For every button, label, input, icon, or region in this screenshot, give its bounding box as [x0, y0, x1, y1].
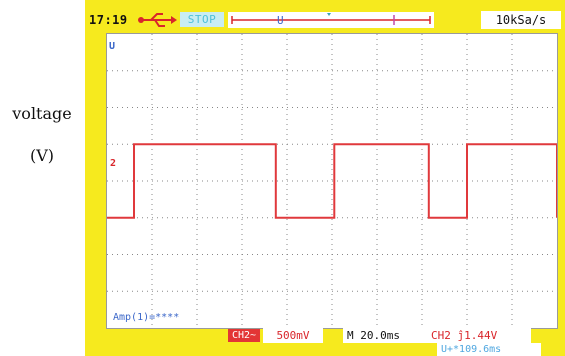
usb-icon [138, 13, 177, 27]
sample-rate-display: 10kSa/s [481, 11, 561, 29]
settings-bar: CH2~ 500mV M 20.0ms CH2 ĵ1.44V U+*109.6m… [85, 328, 565, 356]
waveform-plot [107, 34, 557, 328]
memory-position-bar[interactable]: U [228, 12, 434, 28]
y-axis-label-line1: voltage [12, 104, 72, 123]
run-state-badge[interactable]: STOP [180, 12, 224, 27]
waveform-screen: U 2 Amp(1)=**** [106, 33, 558, 329]
trigger-info[interactable]: CH2 ĵ1.44V [427, 328, 531, 343]
svg-text:U: U [277, 14, 284, 27]
clock-time: 17:19 [89, 13, 128, 27]
trigger-position-marker: U [109, 41, 116, 52]
trigger-delay: U+*109.6ms [437, 343, 541, 356]
channel-level-marker: 2 [110, 158, 117, 169]
status-bar: 17:19 STOP U 10kSa/s [85, 10, 565, 32]
volts-per-div[interactable]: 500mV [263, 328, 323, 343]
amplitude-readout: Amp(1)=**** [113, 312, 180, 323]
channel-badge[interactable]: CH2~ [228, 329, 260, 342]
square-wave-trace [107, 143, 557, 219]
y-axis-label-line2: (V) [29, 146, 55, 165]
time-per-div[interactable]: M 20.0ms [343, 328, 427, 343]
oscilloscope-display: 17:19 STOP U 10kSa/s U 2 Amp(1)=**** CH2… [85, 0, 565, 356]
